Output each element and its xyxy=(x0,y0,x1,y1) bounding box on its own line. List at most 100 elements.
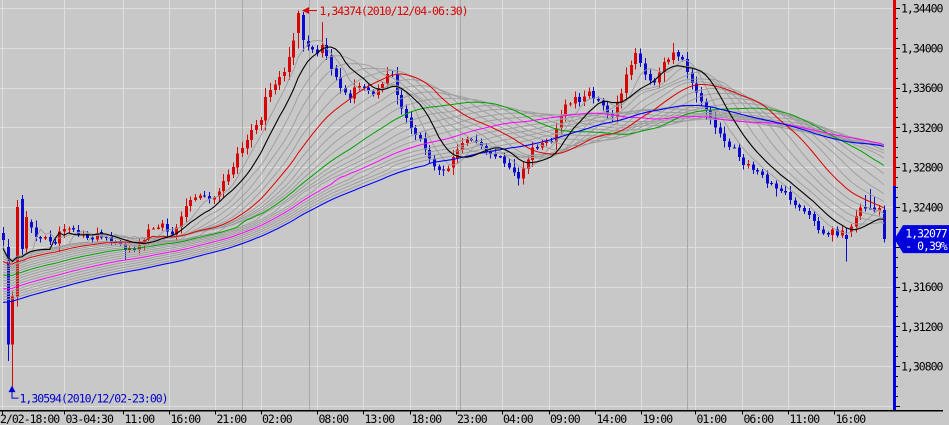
ma-line-gray xyxy=(2,108,884,282)
candle-body xyxy=(794,200,797,205)
time-axis-label: 03-04:30 xyxy=(66,412,114,425)
candle-body xyxy=(189,200,192,207)
candle-body xyxy=(569,103,572,105)
candle-body xyxy=(358,85,361,88)
candle-body xyxy=(873,207,876,211)
candle-body xyxy=(16,207,19,297)
candle-body xyxy=(25,216,28,249)
price-axis-label: 1,32800 xyxy=(901,161,944,175)
candle-wick xyxy=(870,189,871,210)
candle-body xyxy=(503,156,506,164)
candle-body xyxy=(775,183,778,189)
candle-body xyxy=(644,63,647,75)
candle-body xyxy=(11,296,14,345)
candle-body xyxy=(283,72,286,77)
candle-body xyxy=(813,214,816,222)
candle-body xyxy=(180,216,183,228)
candle-body xyxy=(616,103,619,117)
candle-body xyxy=(302,14,305,40)
candle-body xyxy=(344,88,347,93)
candle-body xyxy=(353,87,356,99)
candle-wick xyxy=(153,227,154,230)
candle-body xyxy=(185,205,188,217)
candle-body xyxy=(44,237,47,239)
candle-body xyxy=(489,151,492,154)
ma-line-gray xyxy=(2,106,884,300)
ma-line-gray xyxy=(2,105,885,279)
high-annotation-text: 1,34374(2010/12/04-06:30) xyxy=(320,4,468,18)
candle-body xyxy=(208,196,211,200)
candle-body xyxy=(335,68,338,78)
time-axis-label: 14:00 xyxy=(597,412,628,425)
ma-line-green xyxy=(2,101,885,277)
price-axis-label: 1,33200 xyxy=(901,121,944,135)
candle-body xyxy=(222,180,225,192)
candle-body xyxy=(658,72,661,83)
candle-body xyxy=(110,236,113,243)
price-axis-label: 1,33600 xyxy=(901,81,944,95)
candle-body xyxy=(442,169,445,171)
time-axis-label: 06:00 xyxy=(744,412,775,425)
low-arrow-line xyxy=(11,390,19,399)
candle-body xyxy=(625,74,628,94)
candle-body xyxy=(194,197,197,200)
candle-wick xyxy=(322,21,323,58)
candle-body xyxy=(325,45,328,56)
candle-body xyxy=(508,163,511,168)
candle-body xyxy=(255,125,258,130)
candle-body xyxy=(381,84,384,89)
price-axis-label: 1,34000 xyxy=(901,41,944,55)
candle-body xyxy=(35,227,38,237)
candle-body xyxy=(691,72,694,84)
moving-average-lines xyxy=(2,39,885,303)
ma-line-black xyxy=(2,46,884,263)
candle-body xyxy=(634,53,637,65)
high-arrow-icon xyxy=(302,7,309,15)
candle-body xyxy=(836,229,839,236)
price-axis: 1,34400 1,34000 1,33600 1,33200 1,32800 1,324… xyxy=(893,0,945,411)
price-axis-label: 1,32400 xyxy=(901,200,944,214)
ma-line-gray xyxy=(2,113,884,287)
candle-wick xyxy=(785,185,786,195)
candle-body xyxy=(822,229,825,234)
candle-body xyxy=(864,207,867,209)
time-axis-label: 11:00 xyxy=(790,412,821,425)
candle-body xyxy=(428,149,431,159)
candle-body xyxy=(105,237,108,239)
time-axis-label: 2/02-18:00 xyxy=(0,412,60,425)
time-axis-label: 11:00 xyxy=(125,412,156,425)
candle-body xyxy=(63,228,66,232)
candle-body xyxy=(560,116,563,129)
candle-body xyxy=(400,95,403,109)
candle-body xyxy=(147,229,150,241)
candle-body xyxy=(152,228,155,230)
candle-body xyxy=(761,171,764,176)
candle-body xyxy=(878,207,881,211)
candle-body xyxy=(527,159,530,169)
low-annotation-text: 1,30594(2010/12/02-23:00) xyxy=(20,392,168,406)
time-axis-label: 18:00 xyxy=(412,412,443,425)
candle-body xyxy=(292,40,295,58)
candle-body xyxy=(583,96,586,102)
candle-body xyxy=(213,197,216,200)
candle-body xyxy=(58,231,61,244)
candle-body xyxy=(705,101,708,110)
candle-body xyxy=(681,57,684,60)
candle-wick xyxy=(40,236,41,243)
ma-line-red xyxy=(2,73,885,265)
candle-body xyxy=(410,117,413,129)
candle-body xyxy=(639,53,642,63)
candle-body xyxy=(747,164,750,166)
change-percent-label: - 0,39% xyxy=(905,239,948,253)
ma-line-gray xyxy=(2,98,885,274)
candle-body xyxy=(86,233,89,238)
candle-body xyxy=(199,195,202,198)
candle-body xyxy=(677,52,680,57)
candle-body xyxy=(827,233,830,235)
candle-body xyxy=(39,237,42,239)
candle-wick xyxy=(214,196,215,205)
candle-body xyxy=(770,183,773,185)
candle-body xyxy=(161,223,164,228)
ma-line-gray xyxy=(2,91,885,272)
